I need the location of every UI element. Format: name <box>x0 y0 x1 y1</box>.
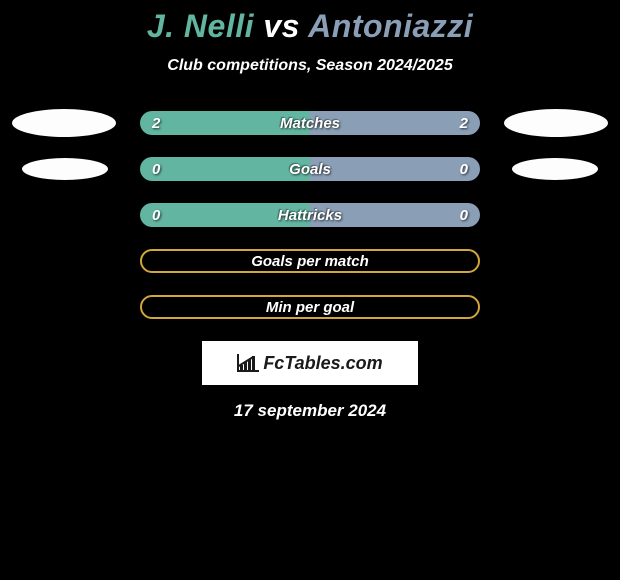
stat-row: Goals per match <box>0 249 620 273</box>
stat-bar: 22Matches <box>140 111 480 135</box>
stat-row: 00Goals <box>0 157 620 181</box>
stat-label: Goals per match <box>142 251 478 271</box>
stat-row: 22Matches <box>0 111 620 135</box>
player2-badge <box>504 109 608 137</box>
stat-row: 00Hattricks <box>0 203 620 227</box>
player2-name: Antoniazzi <box>308 8 473 44</box>
stat-bar: Goals per match <box>140 249 480 273</box>
stat-row: Min per goal <box>0 295 620 319</box>
stat-bar: Min per goal <box>140 295 480 319</box>
stat-bar: 00Goals <box>140 157 480 181</box>
logo-box: FcTables.com <box>202 341 418 385</box>
player1-badge <box>22 158 108 180</box>
stat-bar: 00Hattricks <box>140 203 480 227</box>
vs-text: vs <box>263 8 300 44</box>
stat-label: Goals <box>140 157 480 181</box>
subtitle: Club competitions, Season 2024/2025 <box>0 57 620 75</box>
logo-text: FcTables.com <box>263 353 382 374</box>
stat-label: Hattricks <box>140 203 480 227</box>
comparison-card: J. Nelli vs Antoniazzi Club competitions… <box>0 0 620 421</box>
player2-badge <box>512 158 598 180</box>
player1-name: J. Nelli <box>147 8 254 44</box>
player1-badge <box>12 109 116 137</box>
date: 17 september 2024 <box>0 401 620 421</box>
stat-label: Min per goal <box>142 297 478 317</box>
stats-list: 22Matches 00Goals 00Hattricks Goals per mat… <box>0 111 620 319</box>
chart-icon <box>237 354 259 372</box>
title: J. Nelli vs Antoniazzi <box>0 8 620 45</box>
stat-label: Matches <box>140 111 480 135</box>
